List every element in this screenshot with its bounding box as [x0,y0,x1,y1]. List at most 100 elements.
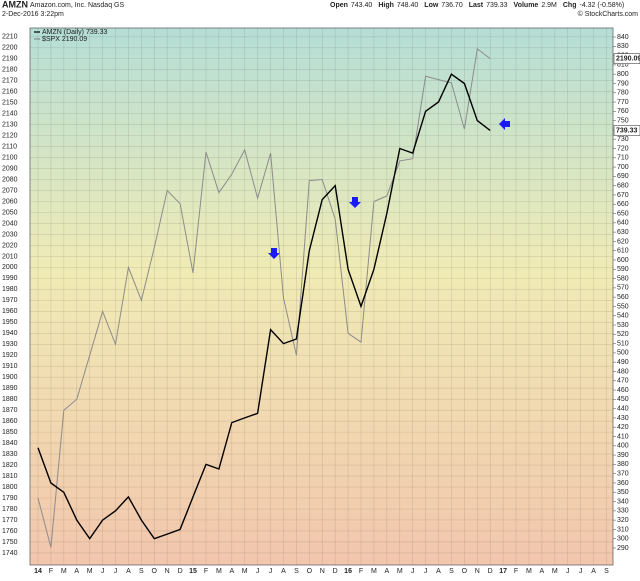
x-tick-label: J [424,568,428,575]
y-tick-label: 1810 [2,473,18,480]
x-tick-label: A [385,568,390,575]
last-value-box [613,53,640,64]
y2-tick-label: 600 [617,257,629,264]
y2-tick-label: 640 [617,220,629,227]
y-tick-label: 2080 [2,176,18,183]
y2-tick-label: 570 [617,285,629,292]
x-tick-label: M [371,568,377,575]
y-tick-label: 1950 [2,319,18,326]
y-tick-label: 2090 [2,165,18,172]
y2-tick-label: 470 [617,378,629,385]
y-tick-label: 2010 [2,253,18,260]
y2-tick-label: 630 [617,229,629,236]
y2-tick-label: 440 [617,405,629,412]
y2-tick-label: 560 [617,294,629,301]
y2-tick-label: 450 [617,396,629,403]
x-tick-label: N [475,568,480,575]
x-tick-label: J [411,568,415,575]
y-tick-label: 2170 [2,78,18,85]
y-tick-label: 1740 [2,550,18,557]
x-tick-label: A [540,568,545,575]
legend-label: $SPX 2190.09 [42,36,87,43]
quote: Open 743.40 High 748.40 Low 736.70 Last 739.33 V… [330,2,624,9]
y-tick-label: 1960 [2,308,18,315]
y2-tick-label: 340 [617,498,629,505]
y-tick-label: 1910 [2,363,18,370]
arrow [268,248,280,259]
x-tick-label: M [61,568,67,575]
y-tick-label: 1830 [2,451,18,458]
arrow [499,118,510,130]
quote-value: 743.40 [351,2,373,9]
y2-tick-label: 400 [617,443,629,450]
y-tick-label: 2160 [2,89,18,96]
y-tick-label: 2120 [2,132,18,139]
y2-tick-label: 670 [617,192,629,199]
y2-tick-label: 610 [617,248,629,255]
y-tick-label: 2210 [2,34,18,41]
x-tick-label: F [359,568,363,575]
y-tick-label: 1860 [2,418,18,425]
x-tick-label: D [488,568,493,575]
y-tick-label: 2040 [2,220,18,227]
y-tick-label: 1780 [2,506,18,513]
y-tick-label: 2000 [2,264,18,271]
y2-tick-label: 510 [617,340,629,347]
quote-label: Last [469,2,484,9]
x-tick-label: J [579,568,583,575]
x-tick-label: D [333,568,338,575]
y-tick-label: 1930 [2,341,18,348]
y2-tick-label: 370 [617,471,629,478]
y-tick-label: 2020 [2,242,18,249]
y-tick-label: 2110 [2,143,17,150]
y2-tick-label: 730 [617,136,629,143]
y-tick-label: 2050 [2,209,18,216]
y2-tick-label: 540 [617,313,629,320]
x-tick-label: A [229,568,234,575]
y2-tick-label: 710 [617,155,629,162]
y2-tick-label: 360 [617,480,629,487]
x-tick-label: O [307,568,313,575]
x-tick-label: J [114,568,118,575]
y-tick-label: 2150 [2,100,18,107]
x-tick-label: D [178,568,183,575]
quote-value: 2.9M [541,2,557,9]
y2-tick-label: 580 [617,275,629,282]
y2-tick-label: 520 [617,331,629,338]
y2-tick-label: 290 [617,545,629,552]
y-tick-label: 2100 [2,154,18,161]
y2-tick-label: 430 [617,415,629,422]
y-tick-label: 1890 [2,385,18,392]
x-tick-label: F [514,568,518,575]
x-tick-label: F [49,568,53,575]
y2-tick-label: 790 [617,80,629,87]
x-tick-label: S [294,568,299,575]
y-tick-label: 1750 [2,539,18,546]
y2-tick-label: 590 [617,266,629,273]
x-tick-label: M [526,568,532,575]
y-tick-label: 1760 [2,528,18,535]
x-tick-label: A [74,568,79,575]
y2-tick-label: 680 [617,183,629,190]
x-tick-label: N [320,568,325,575]
x-tick-label: M [87,568,93,575]
x-tick-label: A [436,568,441,575]
y-tick-label: 2200 [2,45,18,52]
x-tick-label: 16 [344,568,352,575]
y-tick-label: 1800 [2,484,18,491]
x-tick-label: N [165,568,170,575]
date: 2-Dec-2016 3:22pm [2,11,64,18]
x-tick-label: M [242,568,248,575]
x-tick-label: S [604,568,609,575]
x-tick-label: 17 [499,568,507,575]
y-tick-label: 1790 [2,495,18,502]
y-tick-label: 1920 [2,352,18,359]
x-tick-label: J [269,568,273,575]
y-tick-label: 1880 [2,396,18,403]
y2-tick-label: 840 [617,34,629,41]
quote-value: 748.40 [397,2,419,9]
y2-tick-label: 700 [617,164,629,171]
y-tick-label: 2030 [2,231,18,238]
last-value-label: 2190.09 [616,55,640,62]
